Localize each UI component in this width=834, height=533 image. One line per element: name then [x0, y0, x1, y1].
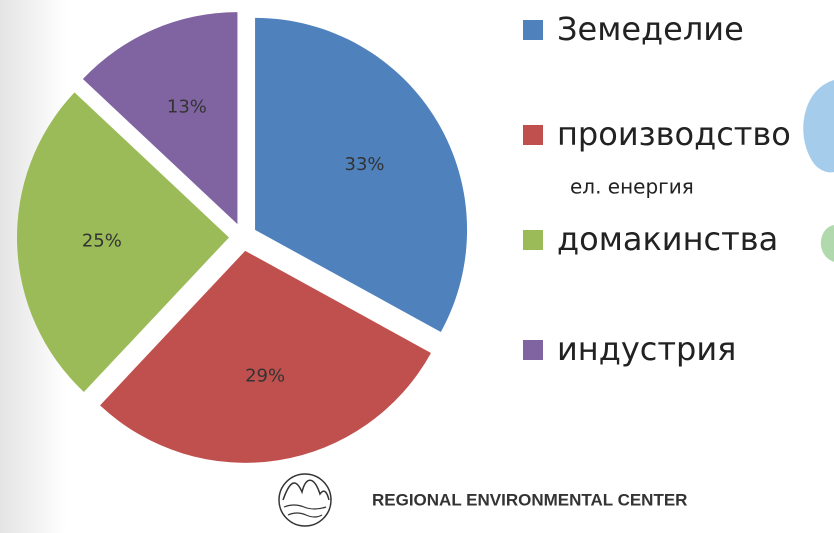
data-label: 25%: [82, 230, 122, 251]
pie-slice: [255, 17, 468, 333]
pie-slice: [17, 92, 230, 392]
decor-drop: [820, 225, 834, 262]
legend-swatch: [523, 230, 543, 250]
decor-drop: [803, 80, 834, 173]
legend-swatch: [523, 340, 543, 360]
data-label: 29%: [245, 365, 285, 386]
legend-label: домакинства: [557, 220, 778, 258]
footer-text: REGIONAL ENVIRONMENTAL CENTER: [372, 490, 687, 509]
legend-label: производство: [557, 115, 791, 153]
legend-swatch: [523, 20, 543, 40]
pie-slice: [82, 12, 238, 225]
logo: [278, 473, 332, 527]
data-label: 33%: [345, 154, 385, 175]
legend-swatch: [523, 125, 543, 145]
legend-label: Земеделие: [557, 10, 744, 48]
data-label: 13%: [167, 96, 207, 117]
legend-note: ел. енергия: [570, 175, 694, 199]
pie-slice: [100, 250, 431, 463]
legend-label: индустрия: [557, 330, 736, 368]
